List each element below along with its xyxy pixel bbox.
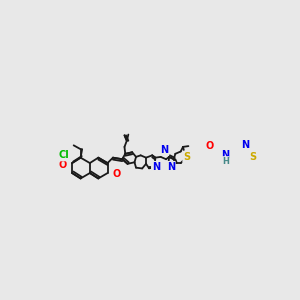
Text: N: N [160,145,168,155]
Text: O: O [113,169,121,179]
Text: N: N [152,162,160,172]
Text: O: O [205,141,213,151]
Text: Cl: Cl [58,150,69,160]
Text: H: H [222,157,229,166]
Text: S: S [250,152,256,162]
Text: N: N [221,150,230,160]
Text: N: N [241,140,249,150]
Text: N: N [167,162,175,172]
Text: S: S [183,152,190,162]
Text: O: O [59,160,67,170]
